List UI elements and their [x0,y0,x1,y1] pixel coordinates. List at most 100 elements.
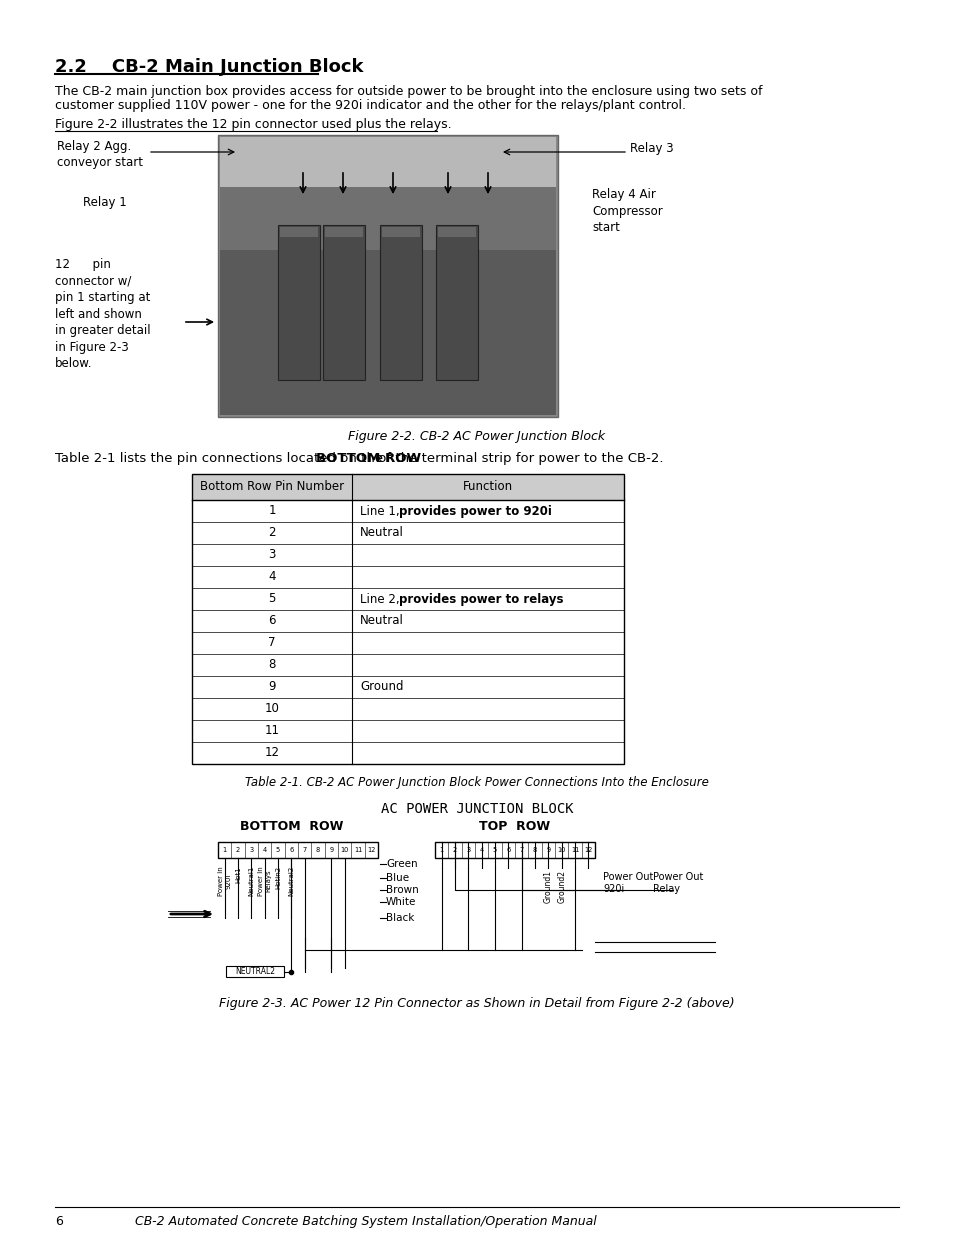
Text: 7: 7 [302,847,307,853]
Text: Green: Green [386,860,417,869]
Text: BOTTOM  ROW: BOTTOM ROW [240,820,343,832]
Bar [280,227,317,237]
Text: AC POWER JUNCTION BLOCK: AC POWER JUNCTION BLOCK [380,802,573,816]
Bar [192,742,623,764]
Text: Power Out
920i: Power Out 920i [602,872,653,894]
Text: 4: 4 [262,847,267,853]
Text: 2: 2 [235,847,240,853]
Bar [192,655,623,676]
Text: 11: 11 [570,847,578,853]
Text: 9: 9 [268,680,275,694]
Bar [192,474,623,500]
Bar [192,474,623,764]
Text: Figure 2-2. CB-2 AC Power Junction Block: Figure 2-2. CB-2 AC Power Junction Block [348,430,605,443]
Text: 7: 7 [268,636,275,650]
Bar [192,588,623,610]
Bar [435,842,595,858]
Bar [192,698,623,720]
Text: 3: 3 [268,548,275,562]
Bar [437,227,476,237]
Bar [323,225,365,380]
Text: provides power to relays: provides power to relays [398,593,562,605]
Text: Relay 4 Air
Compressor
start: Relay 4 Air Compressor start [592,188,662,233]
Text: 12: 12 [264,746,279,760]
Text: 4: 4 [479,847,483,853]
Text: Neutral2: Neutral2 [288,866,294,897]
Bar [192,632,623,655]
Text: 7: 7 [519,847,523,853]
Text: Table 2-1. CB-2 AC Power Junction Block Power Connections Into the Enclosure: Table 2-1. CB-2 AC Power Junction Block … [245,776,708,789]
Bar [220,186,556,249]
Text: Figure 2-3. AC Power 12 Pin Connector as Shown in Detail from Figure 2-2 (above): Figure 2-3. AC Power 12 Pin Connector as… [219,997,734,1010]
Text: 12: 12 [583,847,592,853]
Text: BOTTOM ROW: BOTTOM ROW [315,452,421,466]
Text: Bottom Row Pin Number: Bottom Row Pin Number [200,480,344,494]
Text: Hot1: Hot1 [234,866,241,883]
Text: 2.2    CB-2 Main Junction Block: 2.2 CB-2 Main Junction Block [55,58,363,77]
Bar [220,249,556,415]
Text: Black: Black [386,913,414,923]
Text: Line 2,: Line 2, [359,593,403,605]
Text: 5: 5 [493,847,497,853]
Text: CB-2 Automated Concrete Batching System Installation/Operation Manual: CB-2 Automated Concrete Batching System … [135,1215,597,1228]
Text: 6: 6 [506,847,510,853]
Text: 1: 1 [222,847,227,853]
Text: 5: 5 [275,847,280,853]
Bar [192,522,623,543]
Text: Brown: Brown [386,885,418,895]
Text: Power Out
Relay: Power Out Relay [652,872,702,894]
Text: Relay 2 Agg.
conveyor start: Relay 2 Agg. conveyor start [57,140,143,169]
Text: 12      pin
connector w/
pin 1 starting at
left and shown
in greater detail
in F: 12 pin connector w/ pin 1 starting at le… [55,258,151,370]
Text: TOP  ROW: TOP ROW [479,820,550,832]
Text: 10: 10 [264,703,279,715]
Text: 8: 8 [533,847,537,853]
Text: 11: 11 [264,725,279,737]
Text: Power In
Relays: Power In Relays [258,866,271,895]
Text: Line 1,: Line 1, [359,505,403,517]
Bar [379,225,421,380]
Text: Power in
920i: Power in 920i [218,866,231,895]
Text: White: White [386,897,416,906]
Text: of the terminal strip for power to the CB-2.: of the terminal strip for power to the C… [374,452,662,466]
Text: 11: 11 [354,847,362,853]
Text: 9: 9 [329,847,333,853]
Text: 6: 6 [268,615,275,627]
Bar [277,225,319,380]
Bar [218,135,558,417]
Text: The CB-2 main junction box provides access for outside power to be brought into : The CB-2 main junction box provides acce… [55,85,761,98]
Text: Ground2: Ground2 [557,869,565,903]
Bar [226,966,284,977]
Bar [192,500,623,522]
Text: Relay 1: Relay 1 [83,196,127,209]
Text: 6: 6 [289,847,294,853]
Text: Ground: Ground [359,680,403,694]
Text: 8: 8 [315,847,320,853]
Bar [192,676,623,698]
Text: 6: 6 [55,1215,63,1228]
Text: Table 2-1 lists the pin connections located on the: Table 2-1 lists the pin connections loca… [55,452,387,466]
Bar [218,842,377,858]
Text: Hotin2: Hotin2 [274,866,281,889]
Text: Function: Function [462,480,513,494]
Text: Blue: Blue [386,873,409,883]
Bar [436,225,477,380]
Text: 3: 3 [249,847,253,853]
Text: 1: 1 [439,847,443,853]
Text: 10: 10 [340,847,349,853]
Text: 1: 1 [268,505,275,517]
Text: Neutral: Neutral [359,526,403,540]
Text: 2: 2 [268,526,275,540]
Bar [381,227,419,237]
Bar [192,566,623,588]
Text: 5: 5 [268,593,275,605]
Bar [192,543,623,566]
Text: 9: 9 [546,847,550,853]
Text: 12: 12 [367,847,375,853]
Bar [192,720,623,742]
Text: 8: 8 [268,658,275,672]
Text: Neutral: Neutral [359,615,403,627]
Text: provides power to 920i: provides power to 920i [398,505,551,517]
Text: 3: 3 [466,847,470,853]
Text: 4: 4 [268,571,275,583]
Text: 2: 2 [453,847,456,853]
